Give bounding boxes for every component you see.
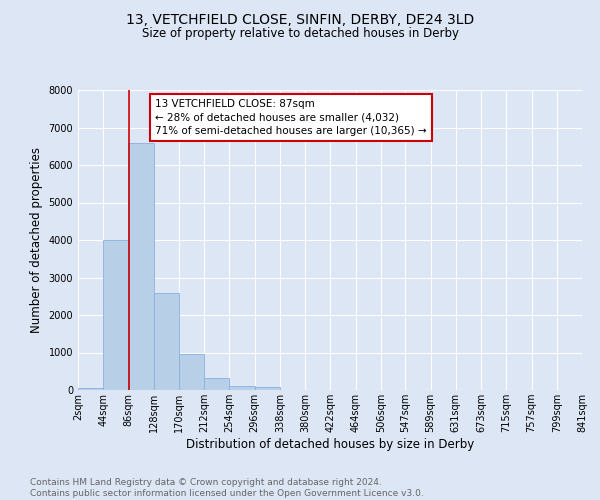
- Bar: [128, 142, 154, 390]
- Text: Size of property relative to detached houses in Derby: Size of property relative to detached ho…: [142, 28, 458, 40]
- X-axis label: Distribution of detached houses by size in Derby: Distribution of detached houses by size …: [186, 438, 474, 451]
- Bar: [204, 378, 229, 390]
- Bar: [229, 386, 254, 390]
- Text: Contains HM Land Registry data © Crown copyright and database right 2024.
Contai: Contains HM Land Registry data © Crown c…: [30, 478, 424, 498]
- Bar: [103, 240, 128, 390]
- Bar: [179, 354, 204, 390]
- Bar: [154, 292, 179, 390]
- Y-axis label: Number of detached properties: Number of detached properties: [30, 147, 43, 333]
- Text: 13, VETCHFIELD CLOSE, SINFIN, DERBY, DE24 3LD: 13, VETCHFIELD CLOSE, SINFIN, DERBY, DE2…: [126, 12, 474, 26]
- Text: 13 VETCHFIELD CLOSE: 87sqm
← 28% of detached houses are smaller (4,032)
71% of s: 13 VETCHFIELD CLOSE: 87sqm ← 28% of deta…: [155, 100, 427, 136]
- Bar: [78, 388, 103, 390]
- Bar: [254, 387, 280, 390]
